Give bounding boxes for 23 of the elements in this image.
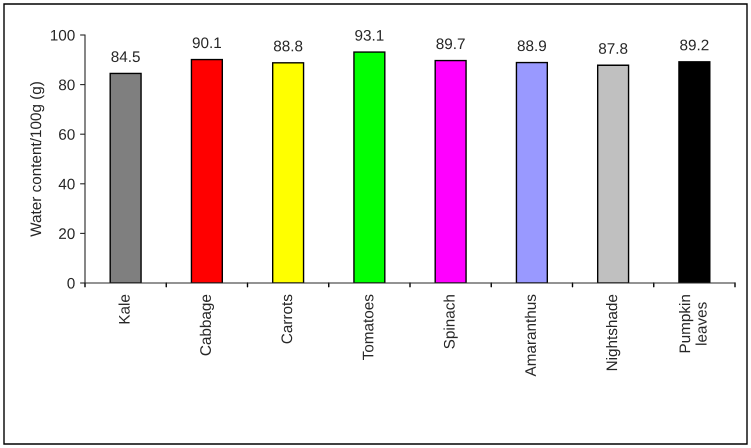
x-tick-label: Nightshade [606,294,620,370]
data-label: 89.2 [680,40,708,50]
x-tick-label: Cabbage [200,294,214,356]
data-label: 87.8 [598,43,628,54]
y-tick-label: 80 [58,79,75,90]
data-label: 88.8 [274,40,302,52]
y-tick-label: 20 [59,228,75,240]
y-tick-label: 40 [58,178,75,190]
data-label: 88.9 [518,40,546,52]
data-label: 84.5 [111,51,140,62]
x-tick-label: Kale [118,294,130,324]
y-axis-title: Water content/100g (g) [30,82,44,237]
data-label: 93.1 [355,30,384,41]
data-label: 90.1 [192,37,221,48]
x-tick-label: Amaranthus [524,294,536,376]
y-tick-label: 100 [50,30,75,41]
x-tick-label: Spinach [444,295,458,349]
y-tick-label: 0 [67,278,75,289]
x-tick-label: Carrots [281,294,292,344]
data-label: 89.7 [436,38,465,50]
x-tick-label: Tomatoes [362,294,374,360]
y-tick-label: 60 [59,129,75,140]
x-tick-label: Pumpkin leaves [679,295,707,352]
